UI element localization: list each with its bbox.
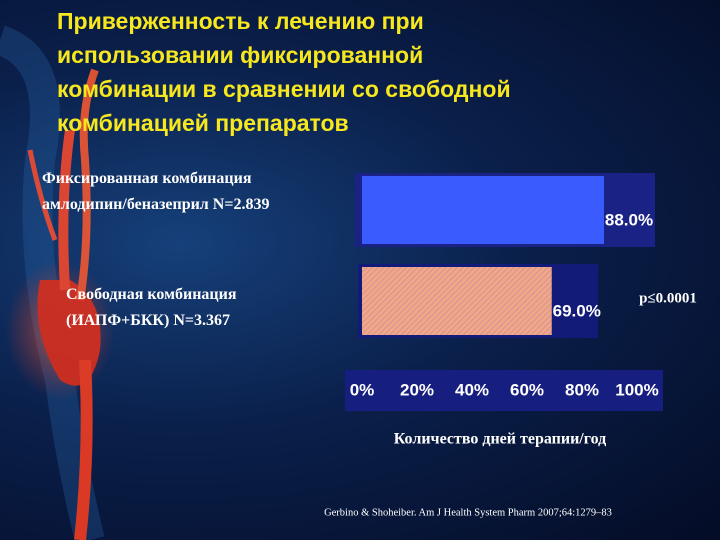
category-label: Фиксированная комбинация амлодипин/беназ… bbox=[42, 170, 270, 213]
chart-title: Приверженность к лечению при использован… bbox=[57, 8, 511, 136]
x-tick-label: 40% bbox=[455, 380, 489, 399]
x-tick-label: 100% bbox=[615, 380, 658, 399]
bar bbox=[362, 267, 552, 335]
x-tick-label: 80% bbox=[565, 380, 599, 399]
x-tick-label: 20% bbox=[400, 380, 434, 399]
x-tick-label: 60% bbox=[510, 380, 544, 399]
axis-frame bbox=[345, 370, 663, 411]
value-label: 69.0% bbox=[553, 301, 601, 320]
bar bbox=[362, 176, 604, 244]
value-label: 88.0% bbox=[605, 210, 653, 229]
x-axis-label: Количество дней терапии/год bbox=[394, 431, 606, 448]
annotation: p≤0.0001 bbox=[639, 290, 697, 306]
source: Gerbino & Shoheiber. Am J Health System … bbox=[324, 507, 612, 518]
x-tick-label: 0% bbox=[350, 380, 375, 399]
anatomy-decoration bbox=[0, 25, 115, 540]
category-label: Свободная комбинация (ИАПФ+БКК) N=3.367 bbox=[66, 286, 237, 329]
